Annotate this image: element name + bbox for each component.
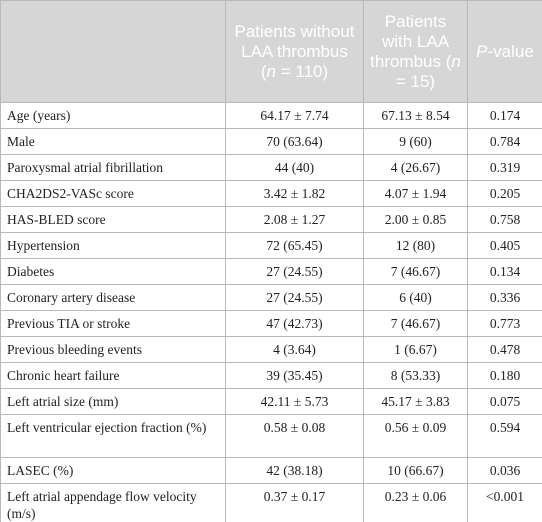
- table-cell: 67.13 ± 8.54: [363, 102, 468, 129]
- table-cell: <0.001: [467, 483, 542, 522]
- table-row: Coronary artery disease 27 (24.55) 6 (40) 0…: [0, 284, 542, 311]
- table-cell: 0.336: [467, 284, 542, 311]
- table-cell: 0.594: [467, 414, 542, 458]
- table-row: HAS-BLED score 2.08 ± 1.27 2.00 ± 0.85 0.75…: [0, 206, 542, 233]
- table-cell: 27 (24.55): [225, 284, 364, 311]
- table-cell: 0.758: [467, 206, 542, 233]
- table-cell: 0.134: [467, 258, 542, 285]
- row-label: HAS-BLED score: [0, 206, 226, 233]
- table-cell: 0.37 ± 0.17: [225, 483, 364, 522]
- row-label: LASEC (%): [0, 457, 226, 484]
- row-label: Previous bleeding events: [0, 336, 226, 363]
- header-text: = 110): [276, 61, 329, 81]
- table-cell: 7 (46.67): [363, 310, 468, 337]
- table-cell: 45.17 ± 3.83: [363, 388, 468, 415]
- table-cell: 70 (63.64): [225, 128, 364, 155]
- table-cell: 27 (24.55): [225, 258, 364, 285]
- table-cell: 10 (66.67): [363, 457, 468, 484]
- table-cell: 12 (80): [363, 232, 468, 259]
- table-row: CHA2DS2-VASc score 3.42 ± 1.82 4.07 ± 1.94…: [0, 180, 542, 207]
- table-cell: 7 (46.67): [363, 258, 468, 285]
- row-label: Male: [0, 128, 226, 155]
- table-cell: 42 (38.18): [225, 457, 364, 484]
- table-cell: 0.478: [467, 336, 542, 363]
- row-label: Left ventricular ejection fraction (%): [0, 414, 226, 458]
- header-text: Patients with LAA thrombus (: [370, 11, 452, 71]
- table-cell: 0.784: [467, 128, 542, 155]
- table-row: Left atrial size (mm) 42.11 ± 5.73 45.17 ±…: [0, 388, 542, 415]
- header-text: -value: [487, 41, 534, 61]
- table-cell: 2.08 ± 1.27: [225, 206, 364, 233]
- table-cell: 1 (6.67): [363, 336, 468, 363]
- header-text: n: [451, 51, 461, 71]
- table-cell: 44 (40): [225, 154, 364, 181]
- table-cell: 6 (40): [363, 284, 468, 311]
- header-cell: P-value: [467, 0, 542, 103]
- header-cell: [0, 0, 226, 103]
- row-label: Hypertension: [0, 232, 226, 259]
- header-text: P: [476, 41, 488, 61]
- table-cell: 8 (53.33): [363, 362, 468, 389]
- table-cell: 0.174: [467, 102, 542, 129]
- table-body: Age (years) 64.17 ± 7.74 67.13 ± 8.54 0.174…: [0, 102, 542, 522]
- table-cell: 0.405: [467, 232, 542, 259]
- table-cell: 0.23 ± 0.06: [363, 483, 468, 522]
- table-row: Chronic heart failure 39 (35.45) 8 (53.33)…: [0, 362, 542, 389]
- table-row: Hypertension 72 (65.45) 12 (80) 0.405: [0, 232, 542, 259]
- row-label: Paroxysmal atrial fibrillation: [0, 154, 226, 181]
- table-cell: 4.07 ± 1.94: [363, 180, 468, 207]
- table-cell: 4 (26.67): [363, 154, 468, 181]
- row-label: Left atrial appendage flow velocity (m/s…: [0, 483, 226, 522]
- table-row: Previous TIA or stroke 47 (42.73) 7 (46.67…: [0, 310, 542, 337]
- table-cell: 42.11 ± 5.73: [225, 388, 364, 415]
- table-cell: 72 (65.45): [225, 232, 364, 259]
- row-label: Coronary artery disease: [0, 284, 226, 311]
- row-label: Left atrial size (mm): [0, 388, 226, 415]
- header-text: Patients without LAA thrombus (: [234, 21, 355, 81]
- row-label: Previous TIA or stroke: [0, 310, 226, 337]
- table-row: Left atrial appendage flow velocity (m/s…: [0, 483, 542, 522]
- table-row: Previous bleeding events 4 (3.64) 1 (6.67)…: [0, 336, 542, 363]
- table-cell: 0.773: [467, 310, 542, 337]
- table-cell: 0.319: [467, 154, 542, 181]
- table-cell: 0.036: [467, 457, 542, 484]
- table-row: Paroxysmal atrial fibrillation 44 (40) 4 (…: [0, 154, 542, 181]
- table-row: Male 70 (63.64) 9 (60) 0.784: [0, 128, 542, 155]
- header-text: n: [266, 61, 276, 81]
- table-cell: 0.58 ± 0.08: [225, 414, 364, 458]
- table-row: Diabetes 27 (24.55) 7 (46.67) 0.134: [0, 258, 542, 285]
- table-cell: 3.42 ± 1.82: [225, 180, 364, 207]
- row-label: Age (years): [0, 102, 226, 129]
- table-row: Left ventricular ejection fraction (%) 0.…: [0, 414, 542, 458]
- table-row: Age (years) 64.17 ± 7.74 67.13 ± 8.54 0.174: [0, 102, 542, 129]
- table-cell: 39 (35.45): [225, 362, 364, 389]
- table-cell: 64.17 ± 7.74: [225, 102, 364, 129]
- table-cell: 0.205: [467, 180, 542, 207]
- table-cell: 0.56 ± 0.09: [363, 414, 468, 458]
- row-label: Diabetes: [0, 258, 226, 285]
- table-cell: 9 (60): [363, 128, 468, 155]
- table-cell: 0.075: [467, 388, 542, 415]
- table-cell: 47 (42.73): [225, 310, 364, 337]
- header-text: = 15): [395, 71, 436, 91]
- header-cell: Patients without LAA thrombus (n = 110): [225, 0, 364, 103]
- header-cell: Patients with LAA thrombus (n = 15): [363, 0, 468, 103]
- header-row: Patients without LAA thrombus (n = 110) P…: [0, 0, 542, 103]
- row-label: CHA2DS2-VASc score: [0, 180, 226, 207]
- table-cell: 4 (3.64): [225, 336, 364, 363]
- table-cell: 0.180: [467, 362, 542, 389]
- table-cell: 2.00 ± 0.85: [363, 206, 468, 233]
- row-label: Chronic heart failure: [0, 362, 226, 389]
- table-row: LASEC (%) 42 (38.18) 10 (66.67) 0.036: [0, 457, 542, 484]
